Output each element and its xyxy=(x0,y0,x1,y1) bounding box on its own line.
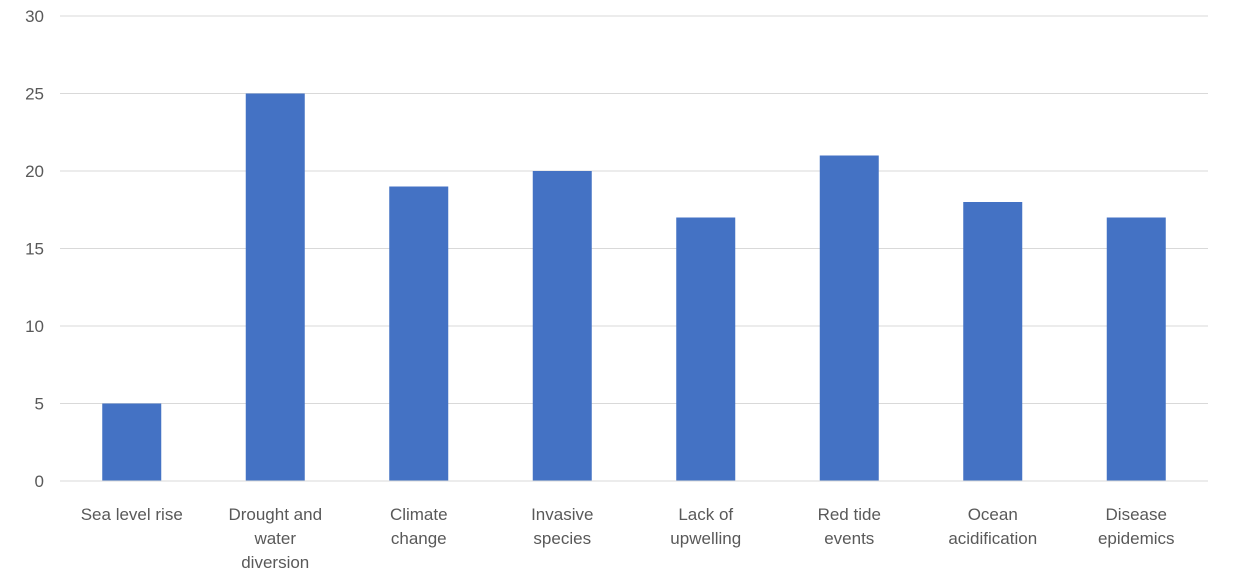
y-axis-tick-labels: 0 5 10 15 20 25 30 xyxy=(25,7,44,491)
x-category-label-line: Climate xyxy=(390,505,448,524)
x-category-label-line: events xyxy=(824,529,874,548)
x-category-label: Invasive species xyxy=(531,505,593,548)
x-category-label-line: upwelling xyxy=(670,529,741,548)
x-category-label-line: Ocean xyxy=(968,505,1018,524)
x-category-label-line: acidification xyxy=(948,529,1037,548)
x-category-label-line: Disease xyxy=(1106,505,1167,524)
x-category-label-line: Invasive xyxy=(531,505,593,524)
bar xyxy=(389,186,449,481)
y-tick-label: 30 xyxy=(25,7,44,26)
bar xyxy=(245,93,305,481)
x-category-label: Climate change xyxy=(390,505,448,548)
bars xyxy=(102,93,1166,481)
x-category-label-line: Red tide xyxy=(818,505,881,524)
bar xyxy=(1106,217,1166,481)
x-category-label-line: Drought and xyxy=(228,505,322,524)
bar xyxy=(819,155,879,481)
x-category-label-line: Lack of xyxy=(678,505,733,524)
y-tick-label: 10 xyxy=(25,317,44,336)
x-category-label-line: Sea level rise xyxy=(81,505,183,524)
gridlines xyxy=(60,15,1208,404)
x-category-label-line: diversion xyxy=(241,553,309,572)
y-tick-label: 0 xyxy=(35,472,44,491)
bar xyxy=(532,171,592,481)
x-axis-category-labels: Sea level rise Drought and water diversion C… xyxy=(81,505,1175,572)
x-category-label-line: change xyxy=(391,529,447,548)
x-category-label: Lack of upwelling xyxy=(670,505,741,548)
x-category-label: Sea level rise xyxy=(81,505,183,524)
y-tick-label: 25 xyxy=(25,85,44,104)
x-category-label-line: epidemics xyxy=(1098,529,1175,548)
x-category-label: Disease epidemics xyxy=(1098,505,1175,548)
x-category-label: Red tide events xyxy=(818,505,881,548)
bar xyxy=(102,403,162,481)
x-category-label-line: species xyxy=(533,529,591,548)
x-category-label: Drought and water diversion xyxy=(228,505,322,572)
y-tick-label: 15 xyxy=(25,240,44,259)
y-tick-label: 5 xyxy=(35,395,44,414)
bar xyxy=(963,202,1023,481)
x-category-label-line: water xyxy=(253,529,296,548)
bar xyxy=(676,217,736,481)
y-tick-label: 20 xyxy=(25,162,44,181)
x-category-label: Ocean acidification xyxy=(948,505,1037,548)
